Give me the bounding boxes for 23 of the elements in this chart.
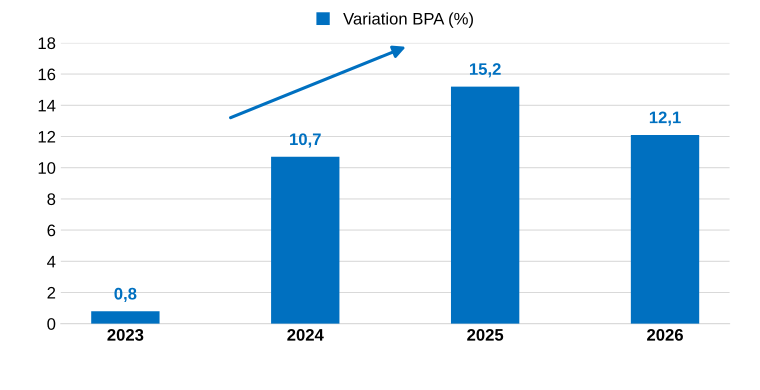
y-tick-label: 18 bbox=[38, 37, 56, 50]
x-tick-label: 2025 bbox=[467, 329, 504, 341]
bar bbox=[91, 311, 160, 324]
text: 10,7 bbox=[290, 133, 321, 148]
text: 12,1 bbox=[650, 112, 681, 126]
y-tick-label: 14 bbox=[38, 100, 56, 112]
y-tick-label: 16 bbox=[38, 68, 56, 80]
y-tick-label: 12 bbox=[38, 130, 56, 143]
x-tick-label: 2026 bbox=[647, 329, 683, 341]
y-tick-label: 6 bbox=[48, 224, 56, 236]
bar bbox=[450, 86, 520, 324]
bar bbox=[271, 156, 340, 324]
text: 0,8 bbox=[114, 288, 136, 302]
y-tick-label: 4 bbox=[47, 256, 56, 268]
x-tick-label: 2024 bbox=[287, 329, 324, 341]
y-tick-label: 10 bbox=[38, 162, 56, 174]
x-tick-label: 2023 bbox=[107, 329, 144, 341]
y-tick-label: 8 bbox=[47, 193, 56, 206]
bar bbox=[630, 134, 700, 324]
y-tick-label: 2 bbox=[48, 286, 56, 299]
legend-label: Variation BPA (%) bbox=[343, 12, 473, 28]
text: 15,2 bbox=[470, 63, 501, 78]
y-tick-label: 0 bbox=[47, 318, 56, 330]
